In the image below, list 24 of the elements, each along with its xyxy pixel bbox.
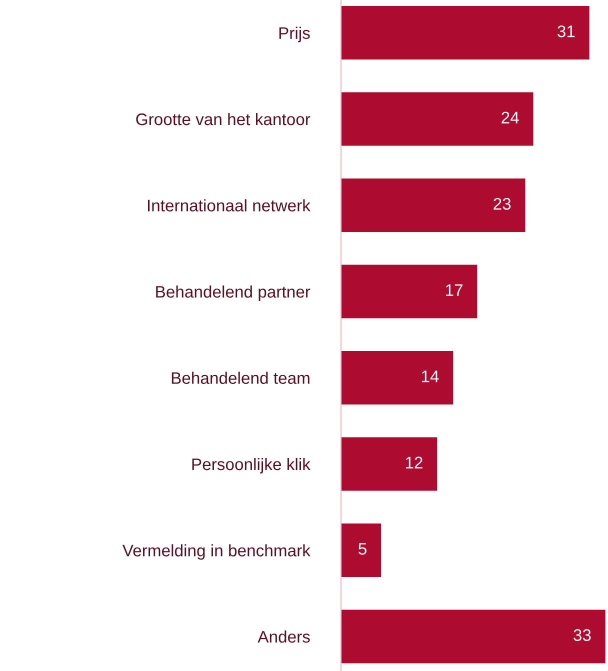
data-label: 5 [358, 543, 366, 555]
y-tick-label: Behandelend partner [156, 285, 310, 302]
bar [341, 92, 534, 146]
y-tick-label: Anders [258, 630, 310, 643]
y-tick-label: Behandelend team [172, 372, 310, 384]
data-label: 12 [406, 456, 422, 468]
data-label: 14 [422, 370, 439, 382]
data-label: 24 [502, 112, 519, 124]
y-tick-label: Vermelding in benchmark [122, 544, 310, 560]
y-tick-label: Internationaal netwerk [148, 199, 310, 212]
bar [341, 178, 526, 232]
data-label: 23 [494, 198, 511, 210]
data-label: 17 [446, 284, 462, 296]
bar [341, 264, 478, 318]
bar [341, 437, 438, 491]
bar [341, 351, 454, 404]
y-tick-label: Persoonlijke klik [192, 458, 310, 474]
data-label: 31 [558, 25, 575, 38]
bar [341, 610, 606, 664]
data-label: 33 [574, 629, 591, 641]
y-tick-label: Grootte van het kantoor [136, 112, 310, 126]
bar [341, 6, 590, 60]
bar [341, 524, 382, 577]
y-tick-label: Prijs [279, 26, 310, 42]
